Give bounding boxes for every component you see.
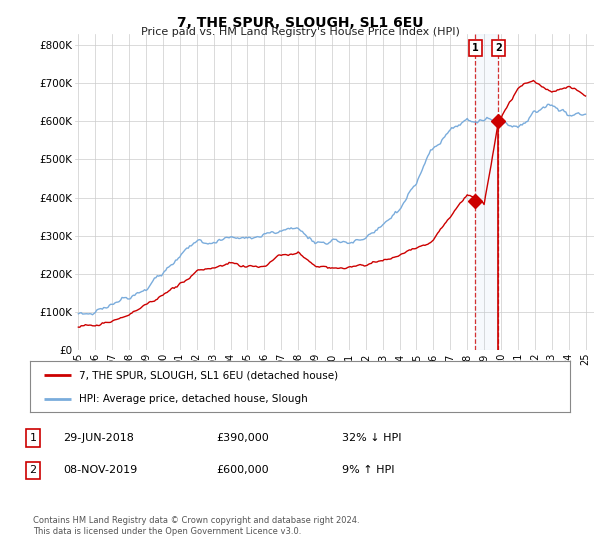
Text: HPI: Average price, detached house, Slough: HPI: Average price, detached house, Slou… [79,394,307,404]
Text: 32% ↓ HPI: 32% ↓ HPI [342,433,401,443]
Text: 2: 2 [29,465,37,475]
Text: 1: 1 [29,433,37,443]
Text: Price paid vs. HM Land Registry's House Price Index (HPI): Price paid vs. HM Land Registry's House … [140,27,460,37]
Text: £390,000: £390,000 [216,433,269,443]
Text: 7, THE SPUR, SLOUGH, SL1 6EU (detached house): 7, THE SPUR, SLOUGH, SL1 6EU (detached h… [79,370,338,380]
Text: 1: 1 [472,43,479,53]
Text: 2: 2 [495,43,502,53]
Text: 7, THE SPUR, SLOUGH, SL1 6EU: 7, THE SPUR, SLOUGH, SL1 6EU [177,16,423,30]
Text: £600,000: £600,000 [216,465,269,475]
Text: 08-NOV-2019: 08-NOV-2019 [63,465,137,475]
Bar [475,34,499,350]
Text: 9% ↑ HPI: 9% ↑ HPI [342,465,395,475]
Text: 29-JUN-2018: 29-JUN-2018 [63,433,134,443]
Text: Contains HM Land Registry data © Crown copyright and database right 2024.
This d: Contains HM Land Registry data © Crown c… [33,516,359,536]
